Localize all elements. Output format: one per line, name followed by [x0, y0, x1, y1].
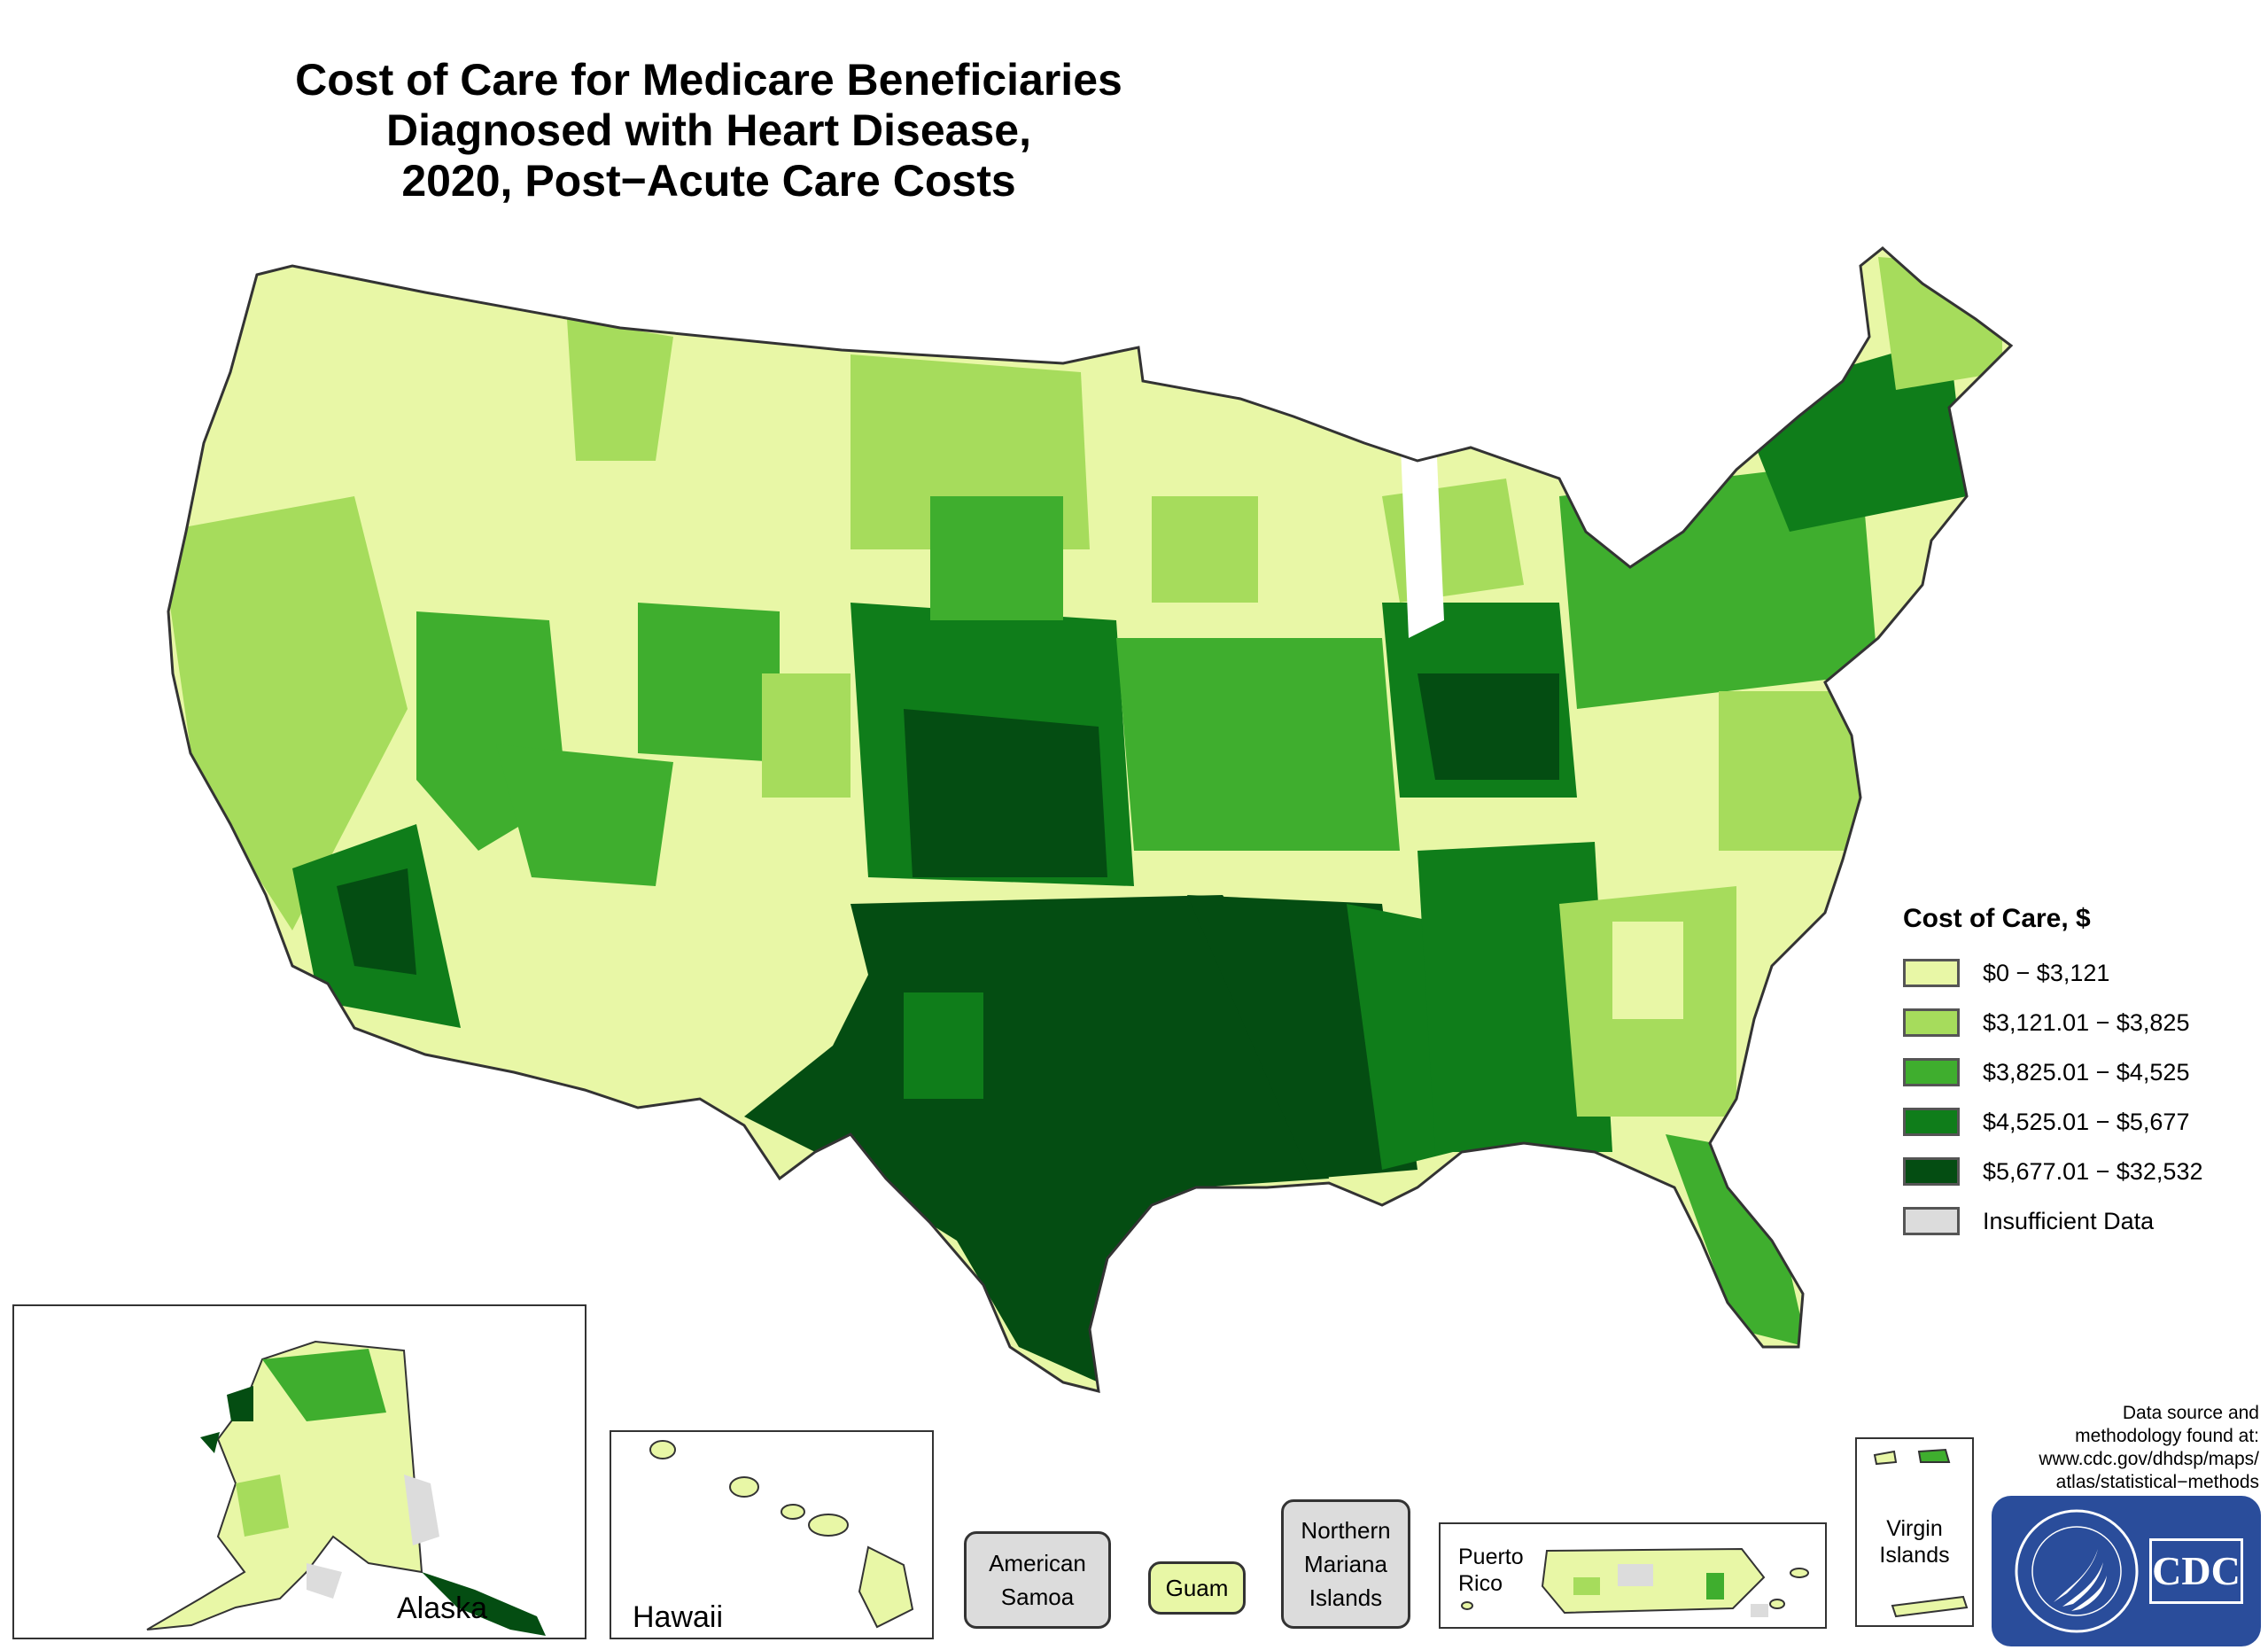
legend-item: $3,825.01 − $4,525	[1903, 1047, 2257, 1097]
legend: Cost of Care, $ $0 − $3,121 $3,121.01 − …	[1903, 904, 2257, 1246]
hawaii-map	[649, 1440, 914, 1629]
legend-label: $4,525.01 − $5,677	[1983, 1108, 2190, 1135]
legend-swatch	[1903, 1008, 1960, 1037]
guam-box: Guam	[1148, 1561, 1246, 1615]
hawaii-label: Hawaii	[633, 1600, 724, 1634]
legend-item: Insufficient Data	[1903, 1196, 2257, 1246]
legend-title: Cost of Care, $	[1903, 904, 2091, 933]
legend-swatch	[1903, 1207, 1960, 1235]
virgin-islands-label: Virgin Islands	[1879, 1516, 1950, 1568]
legend-item: $5,677.01 − $32,532	[1903, 1147, 2257, 1196]
puerto-rico-inset: Puerto Rico	[1439, 1522, 1827, 1629]
cdc-logo-text: CDC	[2149, 1538, 2243, 1604]
title-line-3: 2020, Post−Acute Care Costs	[401, 156, 1016, 206]
american-samoa-box: American Samoa	[964, 1531, 1111, 1629]
source-line: Data source and	[2122, 1403, 2259, 1423]
legend-item: $3,121.01 − $3,825	[1903, 998, 2257, 1047]
legend-item: $0 − $3,121	[1903, 948, 2257, 998]
alaska-map	[146, 1340, 546, 1636]
northern-mariana-islands-box: Northern Mariana Islands	[1281, 1499, 1410, 1629]
data-source-note: Data source and methodology found at: ww…	[1949, 1402, 2259, 1494]
source-line: www.cdc.gov/dhdsp/maps/	[2039, 1449, 2259, 1469]
cdc-hhs-logo: CDC	[1992, 1496, 2261, 1646]
legend-item: $4,525.01 − $5,677	[1903, 1097, 2257, 1147]
legend-label: $0 − $3,121	[1983, 959, 2110, 986]
alaska-inset: Alaska	[12, 1304, 586, 1639]
map-title: Cost of Care for Medicare Beneficiaries …	[0, 55, 1418, 206]
hawaii-inset: Hawaii	[610, 1430, 934, 1639]
virgin-islands-map	[1873, 1448, 1969, 1618]
puerto-rico-map	[1461, 1547, 1809, 1617]
legend-swatch	[1903, 959, 1960, 987]
source-line: methodology found at:	[2075, 1426, 2259, 1446]
hhs-seal-icon	[2015, 1509, 2139, 1633]
alaska-label: Alaska	[397, 1592, 488, 1625]
legend-swatch	[1903, 1108, 1960, 1136]
legend-swatch	[1903, 1058, 1960, 1086]
legend-label: $5,677.01 − $32,532	[1983, 1157, 2203, 1185]
legend-swatch	[1903, 1157, 1960, 1186]
legend-label: $3,825.01 − $4,525	[1983, 1058, 2190, 1086]
legend-label: Insufficient Data	[1983, 1207, 2155, 1234]
title-line-1: Cost of Care for Medicare Beneficiaries	[295, 55, 1122, 105]
puerto-rico-label: Puerto Rico	[1458, 1545, 1524, 1596]
virgin-islands-inset: Virgin Islands	[1855, 1437, 1974, 1627]
title-line-2: Diagnosed with Heart Disease,	[385, 105, 1031, 155]
source-line: atlas/statistical−methods	[2055, 1472, 2259, 1492]
legend-label: $3,121.01 − $3,825	[1983, 1008, 2190, 1036]
